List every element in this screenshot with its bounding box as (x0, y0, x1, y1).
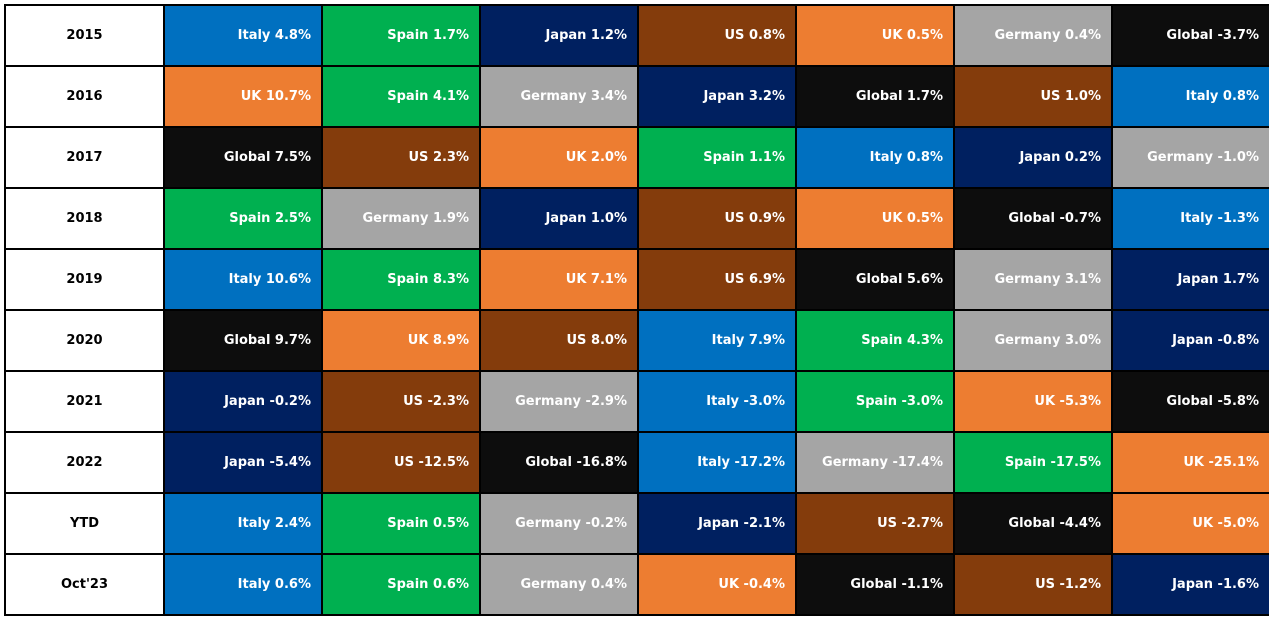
cell-us: US -12.5% (323, 433, 479, 492)
cell-spain: Spain -17.5% (955, 433, 1111, 492)
cell-japan: Japan -0.2% (165, 372, 321, 431)
cell-global: Global 7.5% (165, 128, 321, 187)
cell-italy: Italy 0.6% (165, 555, 321, 614)
cell-uk: UK 0.5% (797, 6, 953, 65)
cell-germany: Germany 3.4% (481, 67, 637, 126)
row-label: 2020 (6, 311, 163, 370)
cell-italy: Italy 10.6% (165, 250, 321, 309)
row-label: 2022 (6, 433, 163, 492)
row-label: 2015 (6, 6, 163, 65)
cell-uk: UK 8.9% (323, 311, 479, 370)
cell-global: Global 1.7% (797, 67, 953, 126)
cell-spain: Spain 4.1% (323, 67, 479, 126)
cell-global: Global -4.4% (955, 494, 1111, 553)
cell-japan: Japan 1.2% (481, 6, 637, 65)
cell-spain: Spain 2.5% (165, 189, 321, 248)
cell-us: US 2.3% (323, 128, 479, 187)
cell-uk: UK -25.1% (1113, 433, 1269, 492)
cell-germany: Germany -17.4% (797, 433, 953, 492)
cell-germany: Germany 1.9% (323, 189, 479, 248)
cell-germany: Germany 3.1% (955, 250, 1111, 309)
cell-japan: Japan 3.2% (639, 67, 795, 126)
returns-ranking-table: 2015 Italy 4.8% Spain 1.7% Japan 1.2% US 0.8… (4, 4, 1269, 616)
row-label: YTD (6, 494, 163, 553)
cell-spain: Spain 8.3% (323, 250, 479, 309)
cell-japan: Japan -2.1% (639, 494, 795, 553)
cell-japan: Japan 1.7% (1113, 250, 1269, 309)
cell-uk: UK -5.3% (955, 372, 1111, 431)
cell-spain: Spain 1.1% (639, 128, 795, 187)
cell-spain: Spain 0.6% (323, 555, 479, 614)
cell-italy: Italy 0.8% (797, 128, 953, 187)
cell-us: US 6.9% (639, 250, 795, 309)
cell-japan: Japan -5.4% (165, 433, 321, 492)
cell-italy: Italy -17.2% (639, 433, 795, 492)
cell-global: Global -0.7% (955, 189, 1111, 248)
cell-germany: Germany 0.4% (481, 555, 637, 614)
cell-italy: Italy 2.4% (165, 494, 321, 553)
cell-uk: UK 10.7% (165, 67, 321, 126)
cell-italy: Italy 0.8% (1113, 67, 1269, 126)
cell-global: Global -3.7% (1113, 6, 1269, 65)
cell-uk: UK -5.0% (1113, 494, 1269, 553)
row-label: 2017 (6, 128, 163, 187)
cell-uk: UK 7.1% (481, 250, 637, 309)
row-label: 2016 (6, 67, 163, 126)
cell-italy: Italy 4.8% (165, 6, 321, 65)
cell-italy: Italy -1.3% (1113, 189, 1269, 248)
cell-global: Global -5.8% (1113, 372, 1269, 431)
row-label: 2021 (6, 372, 163, 431)
cell-us: US 8.0% (481, 311, 637, 370)
cell-global: Global -1.1% (797, 555, 953, 614)
cell-global: Global 5.6% (797, 250, 953, 309)
cell-japan: Japan -0.8% (1113, 311, 1269, 370)
cell-us: US -2.3% (323, 372, 479, 431)
cell-germany: Germany 3.0% (955, 311, 1111, 370)
cell-italy: Italy -3.0% (639, 372, 795, 431)
cell-spain: Spain 1.7% (323, 6, 479, 65)
cell-us: US -2.7% (797, 494, 953, 553)
row-label: 2019 (6, 250, 163, 309)
cell-japan: Japan 0.2% (955, 128, 1111, 187)
cell-spain: Spain -3.0% (797, 372, 953, 431)
cell-germany: Germany 0.4% (955, 6, 1111, 65)
cell-japan: Japan 1.0% (481, 189, 637, 248)
row-label: 2018 (6, 189, 163, 248)
cell-uk: UK 2.0% (481, 128, 637, 187)
cell-germany: Germany -1.0% (1113, 128, 1269, 187)
cell-us: US 0.8% (639, 6, 795, 65)
cell-germany: Germany -2.9% (481, 372, 637, 431)
cell-global: Global -16.8% (481, 433, 637, 492)
cell-spain: Spain 4.3% (797, 311, 953, 370)
cell-us: US 0.9% (639, 189, 795, 248)
cell-italy: Italy 7.9% (639, 311, 795, 370)
cell-germany: Germany -0.2% (481, 494, 637, 553)
cell-uk: UK -0.4% (639, 555, 795, 614)
row-label: Oct'23 (6, 555, 163, 614)
cell-uk: UK 0.5% (797, 189, 953, 248)
cell-us: US 1.0% (955, 67, 1111, 126)
cell-us: US -1.2% (955, 555, 1111, 614)
cell-global: Global 9.7% (165, 311, 321, 370)
cell-japan: Japan -1.6% (1113, 555, 1269, 614)
cell-spain: Spain 0.5% (323, 494, 479, 553)
